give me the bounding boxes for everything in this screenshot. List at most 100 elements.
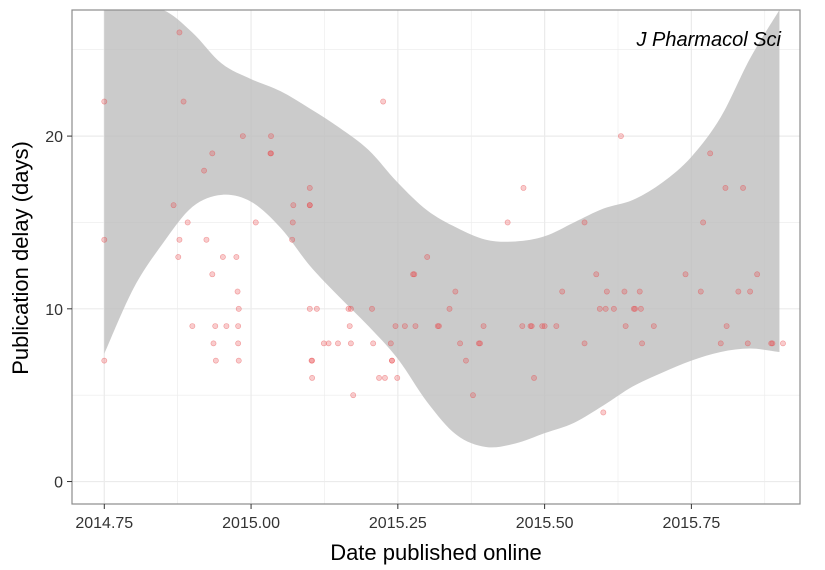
y-axis: 0 10 20 — [45, 129, 72, 492]
data-point — [401, 323, 408, 329]
data-point — [559, 288, 566, 295]
data-point — [347, 340, 354, 347]
data-point — [235, 357, 242, 364]
data-point — [769, 340, 776, 347]
confidence-band — [104, 10, 780, 448]
data-point — [219, 254, 226, 260]
y-tick-label: 20 — [45, 129, 63, 146]
data-point — [754, 271, 761, 278]
data-point — [233, 254, 240, 260]
data-point — [639, 340, 645, 347]
data-point — [394, 375, 401, 381]
data-point — [735, 288, 742, 295]
x-tick-label: 2015.75 — [662, 515, 720, 532]
data-point — [622, 323, 629, 329]
data-point — [618, 133, 624, 139]
x-tick-label: 2015.00 — [222, 515, 280, 532]
data-point — [477, 340, 483, 347]
data-point — [707, 150, 714, 157]
data-point — [306, 185, 313, 191]
data-point — [170, 202, 177, 209]
data-point — [347, 305, 354, 312]
data-point — [184, 219, 191, 226]
data-point — [203, 236, 210, 243]
data-point — [446, 305, 453, 312]
data-point — [289, 236, 296, 243]
x-axis: 2014.75 2015.00 2015.25 2015.50 2015.75 — [75, 504, 720, 532]
data-point — [637, 305, 644, 312]
data-point — [376, 375, 382, 381]
journal-annotation: J Pharmacol Sci — [636, 29, 782, 51]
data-point — [175, 254, 182, 260]
y-tick-label: 10 — [45, 302, 63, 319]
data-point — [335, 340, 341, 347]
data-point — [411, 271, 418, 278]
data-point — [325, 340, 332, 347]
panel-border — [71, 9, 801, 505]
data-point — [636, 288, 643, 295]
data-point — [176, 29, 183, 36]
data-point — [528, 323, 535, 329]
confidence-band-layer — [104, 10, 780, 448]
data-point — [553, 323, 560, 329]
data-point — [519, 323, 526, 329]
data-point — [470, 392, 476, 399]
data-point — [412, 323, 419, 329]
data-point — [392, 323, 399, 329]
data-point — [235, 305, 242, 312]
data-point — [424, 254, 431, 260]
data-point — [289, 219, 296, 226]
data-point — [252, 219, 259, 226]
data-point — [306, 305, 313, 312]
data-point — [201, 167, 207, 174]
data-point — [369, 305, 375, 312]
data-point — [593, 271, 600, 278]
data-point — [320, 340, 327, 347]
data-point — [176, 236, 183, 243]
data-point — [600, 409, 607, 416]
x-axis-title: Date published online — [330, 540, 542, 565]
data-point — [350, 392, 357, 399]
data-point — [268, 133, 274, 139]
data-point — [747, 288, 753, 295]
data-point — [346, 323, 353, 329]
data-point — [504, 219, 511, 226]
data-point — [101, 357, 108, 364]
data-point — [382, 375, 388, 381]
y-axis-title: Publication delay (days) — [8, 141, 33, 375]
data-point — [436, 323, 442, 329]
data-point — [700, 219, 707, 226]
data-point — [309, 357, 316, 364]
data-point — [480, 323, 487, 329]
data-point — [209, 150, 216, 157]
data-point — [457, 340, 463, 347]
data-point — [210, 340, 217, 347]
data-point — [717, 340, 724, 347]
data-point — [180, 98, 187, 105]
data-point — [610, 305, 617, 312]
data-point — [650, 323, 657, 329]
data-point — [306, 202, 313, 209]
data-point — [212, 357, 219, 364]
data-point — [621, 288, 628, 295]
data-point — [531, 375, 537, 381]
data-point — [101, 236, 108, 243]
data-point — [581, 219, 588, 226]
points-layer — [101, 29, 786, 416]
data-point — [387, 340, 394, 347]
data-point — [101, 98, 108, 105]
data-point — [780, 340, 786, 347]
data-point — [309, 375, 316, 381]
data-point — [370, 340, 377, 347]
data-point — [541, 323, 548, 329]
y-tick-label: 0 — [54, 475, 63, 492]
data-point — [581, 340, 588, 347]
data-point — [722, 185, 729, 191]
data-point — [463, 357, 469, 364]
data-point — [235, 323, 242, 329]
data-point — [603, 288, 610, 295]
x-tick-label: 2015.25 — [369, 515, 427, 532]
data-point — [212, 323, 219, 329]
data-point — [682, 271, 689, 278]
